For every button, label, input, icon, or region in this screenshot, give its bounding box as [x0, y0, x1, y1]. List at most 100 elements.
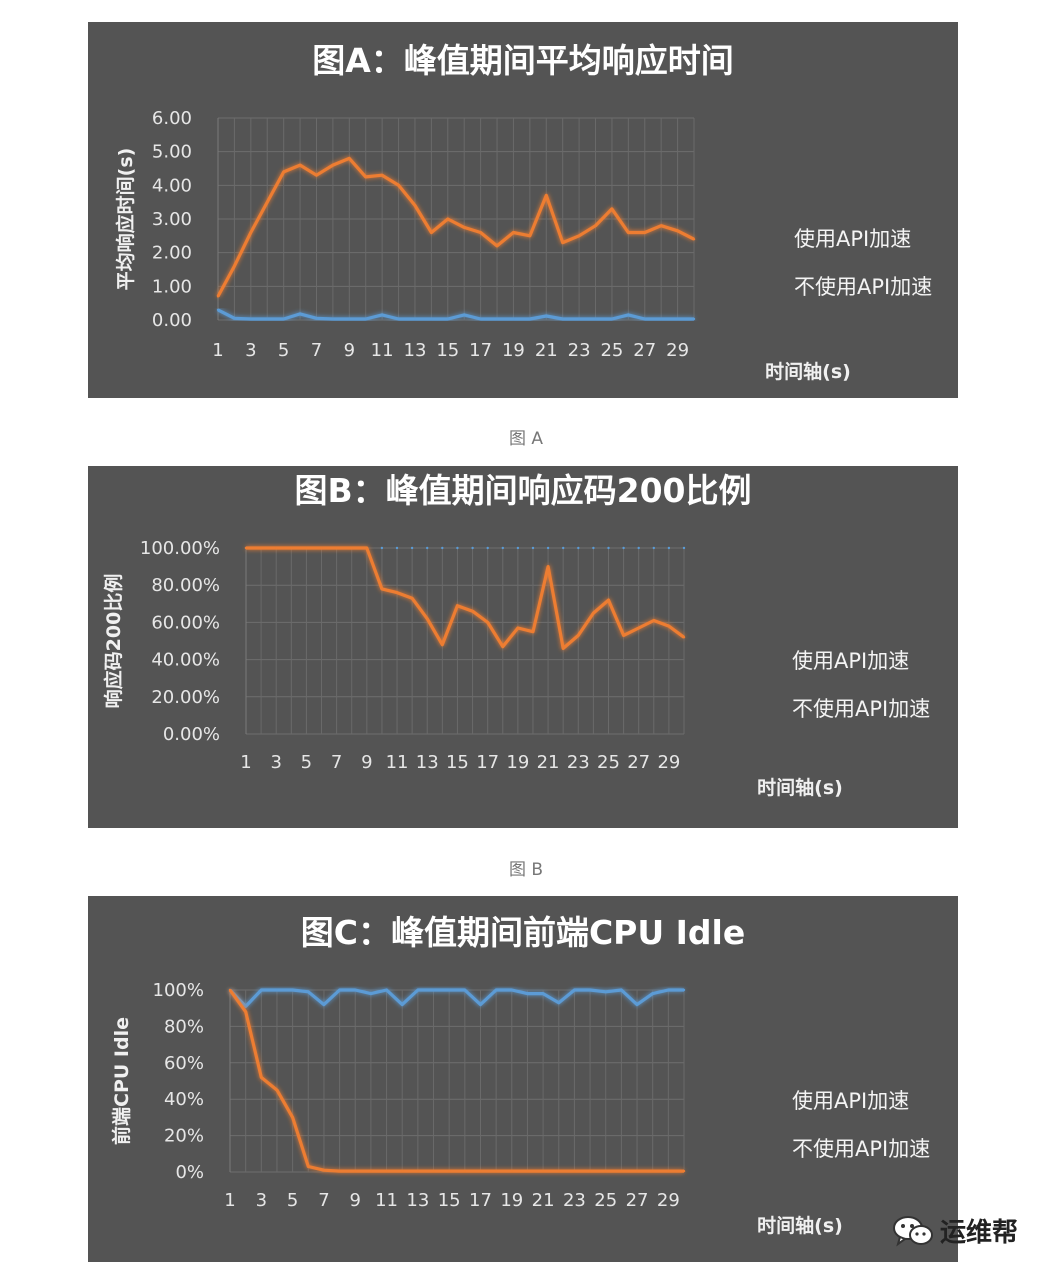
data-point [531, 630, 535, 633]
x-tick-label: 29 [657, 1190, 680, 1211]
data-point [682, 546, 686, 550]
data-point [610, 207, 614, 211]
data-point [380, 546, 384, 550]
data-point [652, 546, 655, 550]
data-point [667, 1169, 670, 1173]
x-tick-label: 9 [361, 752, 372, 773]
caption-a: 图 A [508, 429, 544, 449]
data-point [320, 546, 323, 550]
data-point [526, 1169, 529, 1173]
data-point [577, 634, 580, 637]
data-point [216, 308, 220, 312]
data-point [682, 1169, 686, 1173]
x-tick-label: 11 [371, 340, 394, 361]
x-axis-label: 时间轴(s) [765, 360, 851, 383]
y-tick-label: 100.00% [140, 538, 220, 559]
x-tick-label: 5 [278, 340, 289, 361]
x-tick-label: 3 [245, 340, 256, 361]
data-point [385, 988, 388, 992]
x-tick-label: 11 [386, 752, 409, 773]
x-tick-label: 9 [350, 1190, 361, 1211]
data-point [692, 238, 696, 241]
x-tick-label: 1 [224, 1190, 235, 1211]
data-point [463, 226, 466, 229]
data-point [430, 317, 433, 321]
data-point [322, 1003, 326, 1006]
data-point [307, 1165, 310, 1168]
y-tick-label: 100% [153, 980, 204, 1001]
x-tick-label: 19 [506, 752, 529, 773]
data-point [512, 231, 515, 234]
data-point [305, 546, 308, 550]
data-point [228, 988, 232, 992]
data-point [622, 546, 625, 550]
data-point [557, 1169, 560, 1173]
data-point [401, 1003, 404, 1006]
x-tick-label: 27 [633, 340, 656, 361]
x-tick-label: 25 [594, 1190, 617, 1211]
data-point [541, 1169, 545, 1173]
data-point [413, 204, 417, 207]
data-point [233, 317, 236, 320]
data-point [233, 264, 236, 268]
data-point [627, 231, 630, 234]
y-tick-label: 6.00 [152, 108, 192, 129]
data-point [335, 546, 338, 550]
data-point [331, 317, 335, 321]
y-tick-label: 0% [175, 1162, 204, 1183]
data-point [426, 546, 429, 550]
x-tick-label: 13 [416, 752, 439, 773]
data-point [479, 1169, 482, 1173]
watermark: 运维帮 [892, 1212, 1018, 1249]
y-tick-label: 60.00% [151, 612, 220, 633]
y-tick-label: 40.00% [151, 650, 220, 671]
data-point [463, 313, 466, 317]
y-tick-label: 20.00% [151, 687, 220, 708]
data-point [456, 604, 459, 607]
data-point [397, 317, 400, 321]
data-point [471, 610, 474, 613]
data-point [385, 1169, 388, 1173]
x-tick-label: 1 [240, 752, 251, 773]
data-point [410, 597, 414, 600]
data-point [471, 546, 474, 550]
chart-svg-b: 图B：峰值期间响应码200比例 100.00% 80.00% 60.00% 40.00%… [102, 471, 930, 799]
y-tick-label: 60% [164, 1053, 204, 1074]
data-point [557, 1001, 560, 1004]
data-point [354, 1169, 357, 1173]
data-point [486, 621, 489, 624]
data-point [380, 313, 384, 317]
data-point [322, 1169, 326, 1172]
data-point [290, 546, 293, 550]
data-point [682, 988, 686, 992]
data-point [627, 313, 630, 317]
data-point [432, 1169, 435, 1173]
data-point [607, 598, 610, 602]
y-tick-label: 3.00 [152, 209, 192, 230]
data-point [660, 224, 663, 227]
data-point [331, 163, 335, 167]
data-point [282, 170, 285, 174]
x-tick-label: 13 [406, 1190, 429, 1211]
data-point [266, 317, 269, 321]
data-point [401, 1169, 404, 1173]
data-point [446, 217, 449, 221]
wechat-icon [893, 1215, 933, 1246]
data-point [620, 988, 623, 992]
data-point [315, 317, 318, 320]
data-point [479, 1003, 482, 1006]
data-point [244, 1010, 247, 1013]
x-axis-label: 时间轴(s) [757, 1214, 843, 1237]
data-point [573, 988, 576, 992]
data-point [545, 194, 548, 197]
data-point [682, 636, 686, 639]
y-tick-label: 20% [164, 1126, 204, 1147]
data-point [416, 1169, 420, 1173]
data-point [643, 317, 646, 321]
x-tick-label: 21 [532, 1190, 555, 1211]
series-line-without-api [216, 156, 695, 298]
data-point [637, 626, 640, 630]
data-point [369, 992, 373, 995]
series-line-without-api [246, 546, 685, 650]
x-tick-label: 15 [436, 340, 459, 361]
